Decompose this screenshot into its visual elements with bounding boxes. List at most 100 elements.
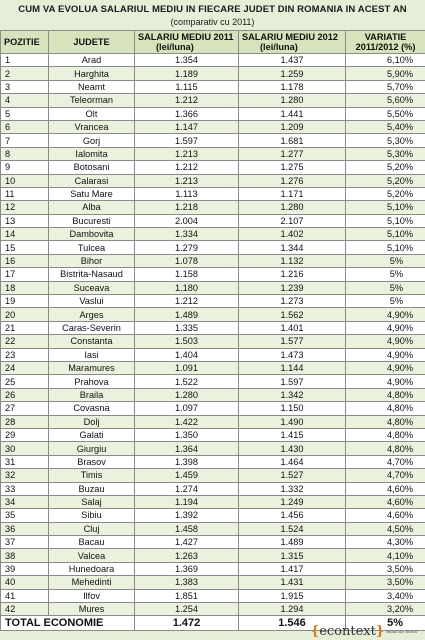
row-pozitie: 42	[0, 602, 49, 617]
row-judet: Brasov	[48, 454, 135, 470]
row-variatie: 5%	[345, 253, 425, 269]
row-variatie: 5,10%	[345, 227, 425, 242]
row-variatie: 5,50%	[345, 106, 425, 121]
table-row: 24 Maramures 1.091 1.144 4,90%	[0, 360, 425, 376]
row-variatie: 5,30%	[345, 133, 425, 148]
row-variatie: 4,80%	[345, 414, 425, 429]
table-row: 21 Caras-Severin 1.335 1.401 4,90%	[0, 320, 425, 336]
table-row: 4 Teleorman 1.212 1.280 5,60%	[0, 93, 425, 108]
table-title-block: CUM VA EVOLUA SALARIUL MEDIU IN FIECARE …	[0, 0, 425, 30]
row-salariu-2012: 1.294	[238, 602, 346, 617]
row-pozitie: 33	[0, 481, 49, 496]
row-pozitie: 28	[0, 414, 49, 429]
row-salariu-2011: 1.091	[134, 360, 239, 376]
row-pozitie: 21	[0, 320, 49, 336]
header-salariu-2011: SALARIU MEDIU 2011 (lei/luna)	[134, 30, 239, 54]
row-variatie: 4,80%	[345, 441, 425, 456]
row-pozitie: 39	[0, 561, 49, 577]
salary-table: POZITIE JUDETE SALARIU MEDIU 2011 (lei/l…	[0, 30, 425, 632]
row-salariu-2011: 1.078	[134, 253, 239, 269]
header-salariu-2011-line1: SALARIU MEDIU 2011	[138, 32, 234, 42]
row-pozitie: 22	[0, 334, 49, 349]
row-salariu-2011: 1.489	[134, 307, 239, 322]
row-variatie: 5,90%	[345, 66, 425, 81]
row-variatie: 4,10%	[345, 548, 425, 563]
row-pozitie: 38	[0, 548, 49, 563]
row-judet: Teleorman	[48, 93, 135, 108]
row-salariu-2011: 1.458	[134, 521, 239, 537]
row-pozitie: 14	[0, 227, 49, 242]
row-salariu-2012: 1.441	[238, 106, 346, 121]
header-salariu-2012: SALARIU MEDIU 2012 (lei/luna)	[238, 30, 346, 54]
row-salariu-2011: 1.115	[134, 79, 239, 95]
total-variatie: 5%	[345, 615, 425, 632]
row-salariu-2011: 1.212	[134, 160, 239, 175]
row-salariu-2011: 1.194	[134, 494, 239, 510]
table-row: 25 Prahova 1.522 1.597 4,90%	[0, 374, 425, 389]
row-pozitie: 24	[0, 360, 49, 376]
row-salariu-2012: 1.402	[238, 227, 346, 242]
table-row: 33 Buzau 1.274 1.332 4,60%	[0, 481, 425, 496]
row-pozitie: 5	[0, 106, 49, 121]
row-salariu-2012: 1.437	[238, 52, 346, 68]
row-salariu-2012: 1.524	[238, 521, 346, 537]
table-row: 23 Iasi 1.404 1.473 4,90%	[0, 347, 425, 362]
table-row: 8 Ialomita 1.213 1.277 5,30%	[0, 146, 425, 162]
table-body: 1 Arad 1.354 1.437 6,10% 2 Harghita 1.189 1.259 5…	[0, 52, 425, 617]
row-salariu-2011: 1.597	[134, 133, 239, 148]
table-row: 6 Vrancea 1.147 1.209 5,40%	[0, 119, 425, 135]
row-variatie: 5,20%	[345, 160, 425, 175]
row-salariu-2012: 1.430	[238, 441, 346, 456]
row-pozitie: 7	[0, 133, 49, 148]
row-salariu-2012: 1.577	[238, 334, 346, 349]
row-variatie: 5,10%	[345, 213, 425, 229]
row-salariu-2012: 1.431	[238, 575, 346, 590]
row-judet: Calarasi	[48, 173, 135, 188]
table-row: 26 Braila 1.280 1.342 4,80%	[0, 387, 425, 403]
table-row: 2 Harghita 1.189 1.259 5,90%	[0, 66, 425, 81]
table-row: 29 Galati 1.350 1.415 4,80%	[0, 427, 425, 443]
row-salariu-2011: 1.113	[134, 186, 239, 202]
row-salariu-2012: 2.107	[238, 213, 346, 229]
row-judet: Bihor	[48, 253, 135, 269]
row-pozitie: 15	[0, 240, 49, 255]
row-salariu-2012: 1.597	[238, 374, 346, 389]
row-judet: Ilfov	[48, 588, 135, 604]
row-judet: Galati	[48, 427, 135, 443]
row-pozitie: 34	[0, 494, 49, 510]
row-judet: Buzau	[48, 481, 135, 496]
row-salariu-2011: 1.364	[134, 441, 239, 456]
table-row: 18 Suceava 1.180 1.239 5%	[0, 280, 425, 296]
row-variatie: 6,10%	[345, 52, 425, 68]
row-pozitie: 1	[0, 52, 49, 68]
row-judet: Giurgiu	[48, 441, 135, 456]
row-judet: Bucuresti	[48, 213, 135, 229]
row-salariu-2012: 1.249	[238, 494, 346, 510]
row-variatie: 3,50%	[345, 561, 425, 577]
table-row: 32 Timis 1.459 1.527 4,70%	[0, 468, 425, 483]
row-variatie: 4,80%	[345, 387, 425, 403]
row-variatie: 4,90%	[345, 360, 425, 376]
row-pozitie: 6	[0, 119, 49, 135]
row-variatie: 3,20%	[345, 602, 425, 617]
row-salariu-2012: 1.342	[238, 387, 346, 403]
row-variatie: 4,90%	[345, 307, 425, 322]
row-salariu-2011: 1.422	[134, 414, 239, 429]
header-salariu-2012-line2: (lei/luna)	[260, 42, 298, 52]
row-salariu-2011: 1.212	[134, 93, 239, 108]
row-judet: Vrancea	[48, 119, 135, 135]
row-salariu-2012: 1.171	[238, 186, 346, 202]
logo-open-brace: {	[310, 624, 320, 639]
total-salariu-2012: 1.546	[238, 615, 346, 632]
row-salariu-2012: 1.276	[238, 173, 346, 188]
row-salariu-2012: 1.315	[238, 548, 346, 563]
logo-close-brace: }	[375, 624, 385, 639]
row-variatie: 4,60%	[345, 481, 425, 496]
row-variatie: 5,40%	[345, 119, 425, 135]
row-judet: Prahova	[48, 374, 135, 389]
row-variatie: 4,80%	[345, 401, 425, 416]
row-pozitie: 23	[0, 347, 49, 362]
table-row: 37 Bacau 1.427 1.489 4,30%	[0, 535, 425, 550]
row-variatie: 4,70%	[345, 468, 425, 483]
row-salariu-2012: 1.489	[238, 535, 346, 550]
